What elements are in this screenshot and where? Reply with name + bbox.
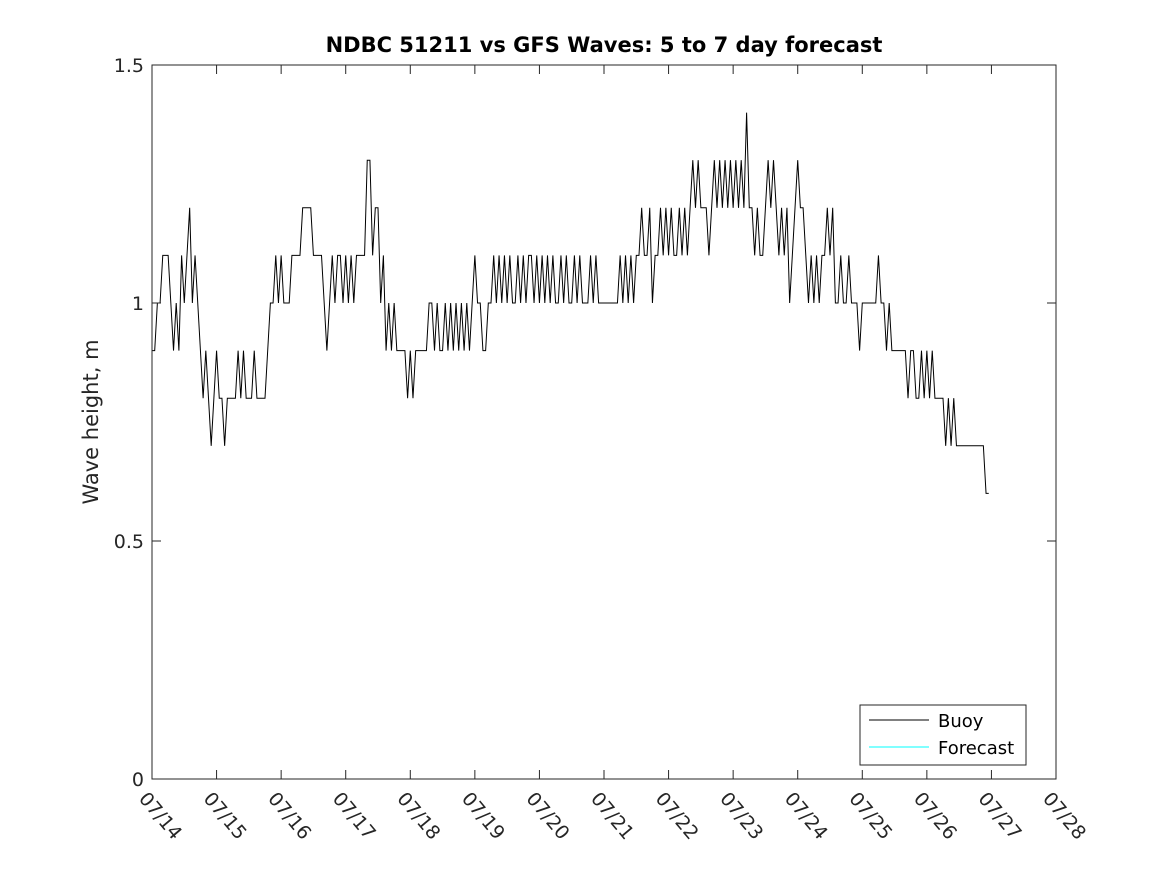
legend: Buoy Forecast [859,704,1027,766]
legend-label-buoy: Buoy [938,711,984,732]
legend-box [859,704,1027,766]
plot-area [152,65,1056,779]
axes-box [151,64,1057,780]
series-layer [152,112,989,494]
y-axis-label: Wave height, m [79,339,103,504]
chart-title: NDBC 51211 vs GFS Waves: 5 to 7 day fore… [326,33,883,57]
y-tick-label: 0 [132,769,144,791]
y-tick-label: 1.5 [114,55,144,77]
y-tick-label: 1 [132,293,144,315]
legend-label-forecast: Forecast [938,738,1014,759]
y-tick-label: 0.5 [114,531,144,553]
series-line-buoy [152,112,989,494]
